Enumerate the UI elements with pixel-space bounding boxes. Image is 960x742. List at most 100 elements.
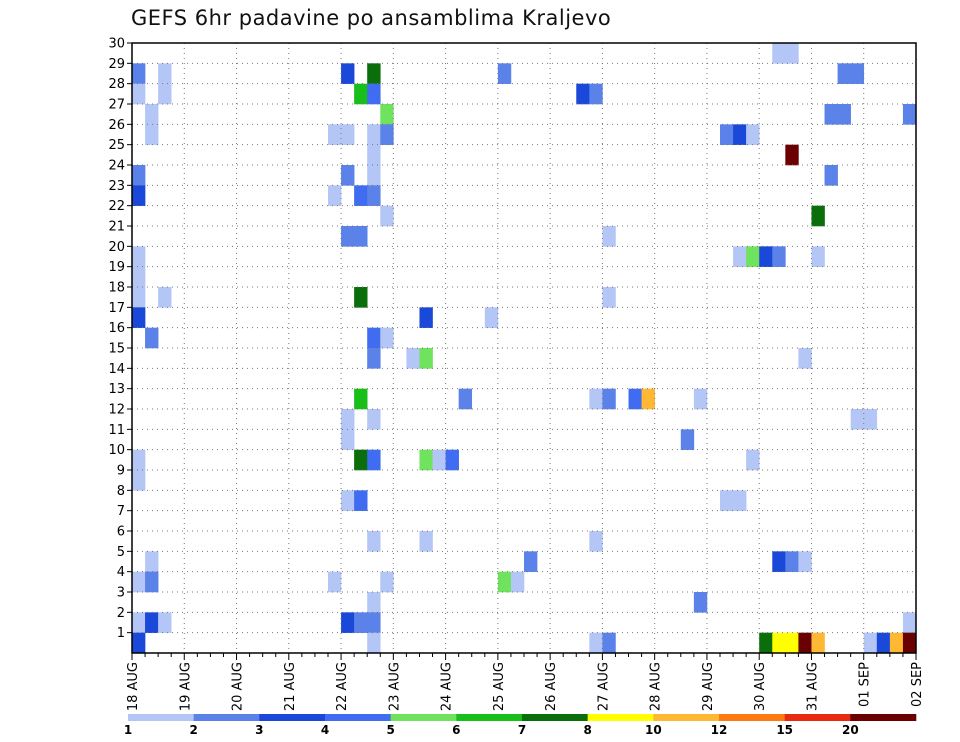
- y-tick-label: 13: [108, 382, 125, 397]
- y-tick-label: 20: [108, 240, 125, 255]
- heatmap-cell: [824, 165, 838, 186]
- y-tick-label: 23: [108, 179, 125, 194]
- heatmap-cell: [354, 490, 368, 511]
- heatmap-cell: [863, 632, 878, 654]
- heatmap-cell: [458, 388, 473, 410]
- heatmap-cell: [824, 104, 838, 125]
- heatmap-cell: [132, 612, 146, 633]
- heatmap-cell: [367, 327, 381, 349]
- heatmap-cell: [902, 612, 917, 633]
- x-tick-label: 21 AUG: [283, 662, 298, 711]
- heatmap-cell: [380, 571, 394, 593]
- heatmap-cell: [367, 144, 381, 166]
- heatmap-cell: [367, 632, 381, 654]
- x-tick-label: 25 AUG: [492, 662, 507, 711]
- heatmap-cell: [354, 287, 368, 308]
- heatmap-cell: [328, 571, 342, 593]
- heatmap-cell: [341, 226, 355, 247]
- heatmap-cell: [380, 124, 394, 145]
- colorbar-swatch: [784, 714, 851, 721]
- heatmap-cell: [145, 327, 159, 349]
- y-tick-label: 8: [117, 484, 125, 499]
- heatmap-cell: [785, 43, 799, 64]
- heatmap-cell: [145, 612, 159, 633]
- y-tick-label: 22: [108, 199, 125, 214]
- heatmap-cell: [720, 124, 734, 145]
- colorbar-swatch: [128, 714, 194, 721]
- y-tick-label: 2: [117, 606, 125, 621]
- chart-title: GEFS 6hr padavine po ansamblima Kraljevo: [131, 6, 612, 30]
- heatmap-cell: [367, 449, 381, 471]
- heatmap-cell: [445, 449, 459, 471]
- heatmap-cell: [158, 63, 172, 84]
- heatmap-cell: [367, 409, 381, 430]
- y-tick-label: 18: [108, 281, 125, 296]
- heatmap-cell: [132, 449, 146, 471]
- heatmap-cell: [798, 348, 812, 369]
- y-tick-label: 4: [117, 565, 125, 580]
- y-tick-label: 30: [108, 37, 125, 52]
- heatmap-cell: [145, 571, 159, 593]
- heatmap-cell: [746, 449, 760, 471]
- x-tick-label: 30 AUG: [753, 662, 768, 711]
- heatmap-cell: [693, 592, 708, 613]
- y-tick-label: 19: [108, 260, 125, 275]
- y-tick-label: 21: [108, 220, 125, 235]
- colorbar-layer: 1 2 3 4 5 6 7 8 10 12 15 20: [124, 714, 917, 737]
- heatmap-cell: [132, 83, 146, 105]
- grid-layer: [132, 43, 916, 653]
- x-tick-label: 24 AUG: [440, 662, 455, 711]
- heatmap-cell: [419, 531, 433, 552]
- colorbar-swatch: [719, 714, 785, 721]
- heatmap-cell: [641, 388, 655, 410]
- heatmap-cell: [576, 83, 590, 105]
- heatmap-cell: [432, 449, 446, 471]
- y-tick-label: 7: [117, 504, 125, 519]
- heatmap-cell: [354, 612, 368, 633]
- heatmap-cell: [341, 612, 355, 633]
- heatmap-cell: [863, 409, 878, 430]
- heatmap-cell: [380, 104, 394, 125]
- heatmap-cell: [354, 83, 368, 105]
- heatmap-cell: [354, 449, 368, 471]
- colorbar-label: 6: [452, 723, 460, 737]
- heatmap-cell: [497, 571, 512, 593]
- y-tick-label: 26: [108, 118, 125, 133]
- heatmap-cell: [902, 104, 917, 125]
- heatmap-cell: [720, 490, 734, 511]
- heatmap-cell: [798, 551, 812, 572]
- heatmap-cell: [510, 571, 525, 593]
- x-tick-label: 01 SEP: [858, 662, 873, 707]
- heatmap-cell: [367, 124, 381, 145]
- colorbar-label: 12: [711, 723, 728, 737]
- heatmap-cell: [380, 327, 394, 349]
- heatmap-cell: [693, 388, 708, 410]
- heatmap-cell: [876, 632, 891, 654]
- heatmap-cell: [497, 63, 512, 84]
- x-tick-label: 23 AUG: [387, 662, 402, 711]
- x-tick-label: 19 AUG: [178, 662, 193, 711]
- heatmap-cell: [811, 205, 825, 227]
- heatmap-cell: [772, 43, 786, 64]
- colorbar-swatch: [390, 714, 457, 721]
- heatmap-cell: [785, 551, 799, 572]
- heatmap-cell: [589, 83, 603, 105]
- heatmap-cell: [406, 348, 420, 369]
- y-tick-label: 3: [117, 586, 125, 601]
- heatmap-cell: [589, 388, 603, 410]
- heatmap-cell: [602, 226, 616, 247]
- heatmap-cell: [837, 63, 851, 84]
- heatmap-cell: [354, 226, 368, 247]
- x-tick-label: 20 AUG: [231, 662, 246, 711]
- heatmap-cell: [902, 632, 917, 654]
- heatmap-cell: [589, 531, 603, 552]
- x-tick-label: 26 AUG: [544, 662, 559, 711]
- cells-layer: [132, 43, 917, 654]
- x-tick-label: 02 SEP: [910, 662, 925, 707]
- heatmap-cell: [341, 63, 355, 84]
- heatmap-cell: [785, 144, 799, 166]
- heatmap-cell: [367, 83, 381, 105]
- colorbar-swatch: [259, 714, 326, 721]
- colorbar-label: 15: [776, 723, 793, 737]
